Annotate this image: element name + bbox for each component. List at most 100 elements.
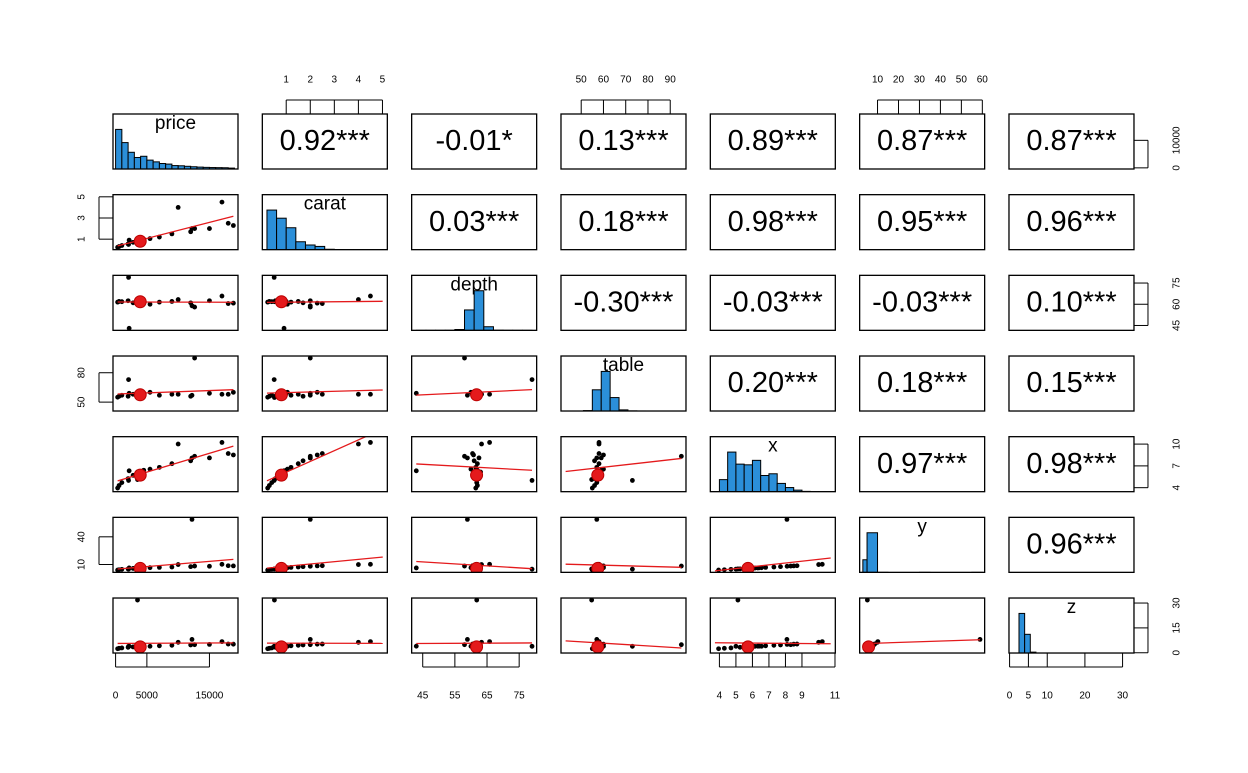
panel: [265, 598, 382, 653]
scatter-point: [755, 644, 760, 649]
panel: [265, 517, 382, 574]
mean-point: [275, 296, 287, 308]
scatter-point: [176, 392, 181, 397]
y-tick-label: 40: [77, 531, 88, 543]
scatter-point: [594, 456, 599, 461]
scatter-point: [465, 637, 470, 642]
scatter-point: [207, 226, 212, 231]
scatter-point: [220, 200, 225, 205]
x-tick-label: 30: [914, 75, 926, 86]
histogram-bar: [267, 210, 277, 250]
scatter-point: [368, 562, 373, 567]
scatter-point: [272, 377, 277, 382]
histogram-bar: [867, 533, 877, 573]
scatter-point: [308, 303, 313, 308]
panel-border: [262, 356, 387, 411]
scatter-point: [207, 455, 212, 460]
scatter-point: [472, 458, 477, 463]
scatter-point: [320, 392, 325, 397]
y-tick-label: 5: [77, 194, 88, 200]
histogram-bar: [863, 560, 867, 573]
scatter-point: [530, 377, 535, 382]
scatter-point: [308, 637, 313, 642]
histogram-bar: [122, 143, 128, 169]
scatter-point: [176, 640, 181, 645]
scatter-point: [127, 468, 132, 473]
mean-point: [134, 469, 146, 481]
panel: [115, 598, 236, 653]
histogram-bar: [752, 460, 760, 491]
scatter-point: [231, 563, 236, 568]
correlation-label: 0.92***: [280, 125, 370, 157]
correlation-label: 0.20***: [728, 367, 818, 399]
histogram-bar: [601, 371, 610, 411]
panel: [566, 440, 684, 490]
x-tick-label: 55: [449, 691, 461, 702]
scatter-point: [465, 456, 470, 461]
scatter-point: [320, 642, 325, 647]
scatter-point: [157, 393, 162, 398]
scatter-point: [289, 643, 294, 648]
x-tick-label: 75: [514, 691, 526, 702]
x-tick-label: 5: [1026, 691, 1032, 702]
scatter-point: [308, 393, 313, 398]
y-tick-label: 10: [77, 558, 88, 570]
mean-point: [275, 469, 287, 481]
correlation-label: -0.30***: [574, 286, 674, 318]
scatter-point: [479, 442, 484, 447]
panel: [116, 129, 235, 169]
scatter-point: [190, 393, 195, 398]
scatter-point: [231, 453, 236, 458]
panel: [715, 598, 831, 653]
scatter-point: [356, 562, 361, 567]
histogram-bar: [1025, 634, 1031, 653]
scatter-point: [785, 637, 790, 642]
y-tick-label: 60: [1172, 298, 1183, 310]
y-tick-label: 50: [77, 396, 88, 408]
correlation-label: 0.18***: [877, 367, 967, 399]
scatter-point: [356, 392, 361, 397]
scatter-point: [127, 238, 132, 243]
x-tick-label: 9: [799, 691, 805, 702]
scatter-point: [487, 392, 492, 397]
histogram-bar: [153, 162, 159, 169]
panel: [265, 429, 382, 490]
scatter-point: [530, 644, 535, 649]
scatter-point: [220, 392, 225, 397]
histogram-bar: [159, 164, 165, 169]
mean-point: [592, 469, 604, 481]
panel-border: [113, 598, 238, 653]
scatter-point: [170, 299, 175, 304]
y-tick-label: 7: [1172, 463, 1183, 469]
y-tick-label: 1: [77, 236, 88, 242]
panel: [115, 517, 236, 574]
panel: [566, 517, 684, 574]
panel: [566, 371, 682, 411]
scatter-point: [119, 646, 124, 651]
y-tick-label: 3: [77, 215, 88, 221]
panel: [566, 598, 684, 653]
mean-point: [471, 389, 483, 401]
variable-name: x: [768, 436, 778, 457]
histogram-bar: [134, 157, 140, 169]
scatter-point: [192, 564, 197, 569]
scatter-point: [729, 646, 734, 651]
scatter-point: [190, 303, 195, 308]
panel: [115, 275, 236, 331]
histogram-bar: [761, 475, 769, 491]
y-tick-label: 45: [1172, 319, 1183, 331]
variable-name: depth: [450, 274, 498, 295]
x-tick-label: 15000: [196, 691, 224, 702]
scatter-point: [487, 440, 492, 445]
mean-point: [742, 641, 754, 653]
mean-point: [471, 641, 483, 653]
correlation-label: 0.03***: [429, 206, 519, 238]
trend-line: [566, 458, 682, 471]
mean-point: [134, 389, 146, 401]
correlation-label: 0.97***: [877, 448, 967, 480]
histogram-bar: [736, 464, 744, 492]
histogram-bar: [147, 160, 153, 169]
scatter-point: [597, 451, 602, 456]
x-tick-label: 65: [481, 691, 493, 702]
histogram-bar: [296, 242, 306, 250]
